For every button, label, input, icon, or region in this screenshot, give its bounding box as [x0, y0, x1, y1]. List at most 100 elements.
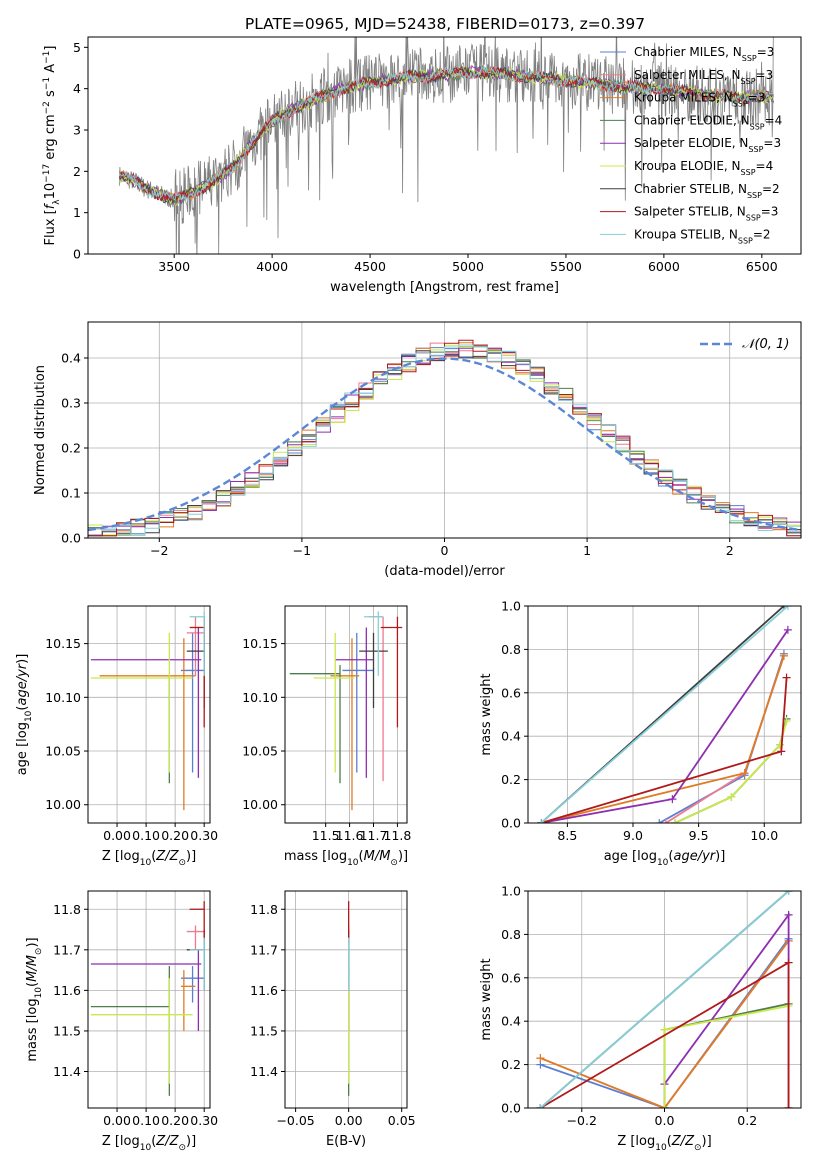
x-tick-label: −2	[150, 543, 168, 558]
x-tick-label: 2	[726, 543, 734, 558]
errorbar-salpeter-elodie	[335, 627, 374, 778]
x-tick-label: −0.2	[567, 1113, 597, 1128]
errorbar-chabrier-stelib	[359, 632, 388, 709]
x-tick-label: 8.5	[557, 828, 577, 843]
x-axis-label: wavelength [Angstrom, rest frame]	[330, 280, 559, 295]
legend-label: Kroupa MILES, NSSP=3	[634, 91, 765, 109]
x-tick-label: 0.20	[161, 1113, 189, 1128]
y-tick-label: 1	[73, 205, 81, 220]
x-axis-label: (data-model)/error	[384, 564, 505, 579]
errorbar-salpeter-stelib	[380, 616, 403, 728]
y-tick-label: 11.4	[53, 1064, 81, 1079]
x-tick-label: 0.30	[190, 828, 218, 843]
legend-label: Salpeter ELODIE, NSSP=3	[634, 136, 781, 154]
model-spectrum-salpeter-stelib	[119, 66, 775, 202]
series-line-salpeter-elodie	[663, 912, 790, 1108]
errorbar-chabrier-miles	[180, 632, 205, 773]
y-tick-label: 2	[73, 164, 81, 179]
series-line-kroupa-miles	[540, 655, 785, 823]
y-tick-label: 10.15	[242, 636, 278, 651]
y-tick-label: 10.00	[45, 797, 81, 812]
observed-spectrum	[118, 37, 774, 254]
y-tick-label: 0.8	[501, 642, 521, 657]
axes-frame	[527, 605, 802, 824]
y-tick-label: 11.7	[250, 942, 278, 957]
y-tick-label: 10.00	[242, 797, 278, 812]
y-tick-label: 10.10	[45, 690, 81, 705]
errorbar-kroupa-elodie	[90, 978, 193, 1084]
series-point	[784, 1104, 793, 1108]
errorbar-chabrier-elodie	[289, 665, 341, 784]
series-point	[784, 958, 793, 967]
errorbar-chabrier-miles	[180, 966, 205, 1003]
x-tick-label: 11.6	[336, 828, 364, 843]
x-tick-label: −0.05	[276, 1113, 314, 1128]
y-tick-label: 11.6	[250, 983, 278, 998]
y-tick-label: 11.7	[53, 942, 81, 957]
x-tick-label: 6000	[648, 259, 680, 274]
y-tick-label: 0.0	[61, 531, 81, 546]
y-tick-label: 0.3	[61, 396, 81, 411]
figure-title: PLATE=0965, MJD=52438, FIBERID=0173, z=0…	[245, 15, 645, 33]
series-line-kroupa-stelib	[539, 891, 790, 1108]
y-axis-label: age [log10(age/yr)]	[15, 654, 34, 776]
x-tick-label: 0.10	[132, 828, 160, 843]
x-axis-label: mass [log10(M/M⊙)]	[284, 849, 408, 868]
legend-label: 𝒩(0, 1)	[742, 337, 789, 352]
errorbar-chabrier-miles	[342, 632, 374, 773]
x-tick-label: 9.5	[689, 828, 709, 843]
errorbar-kroupa-stelib	[189, 937, 205, 991]
spectrum-legend: Chabrier MILES, NSSP=3 Salpeter MILES, NS…	[600, 45, 782, 245]
y-tick-label: 5	[73, 40, 81, 55]
x-tick-label: 4000	[256, 259, 288, 274]
x-tick-label: 11.5	[312, 828, 340, 843]
spectrum-panel: 3500 4000 4500 5000 5500 6000 6500 0 1 2 3 4 5 wavele…	[42, 36, 802, 295]
series-point	[740, 769, 749, 778]
series-point	[727, 792, 736, 801]
series-point	[660, 1025, 669, 1034]
errorbar-kroupa-miles	[99, 638, 196, 811]
y-tick-label: 10.05	[45, 744, 81, 759]
errorbar-salpeter-elodie	[90, 627, 202, 778]
model-spectrum-salpeter-elodie	[118, 64, 775, 206]
y-axis-label: Normed distribution	[33, 365, 48, 495]
y-tick-label: 1.0	[501, 884, 521, 899]
errorbar-plot-area	[90, 901, 205, 1096]
y-tick-label: 11.6	[53, 983, 81, 998]
axes-frame	[284, 890, 408, 1109]
x-tick-label: −1	[293, 543, 311, 558]
y-tick-label: 1.0	[501, 599, 521, 614]
histogram-kroupa-stelib	[88, 344, 801, 536]
mass-vs-ebv-panel: −0.05 0.00 0.05 11.4 11.5 11.6 11.7 11.8 E(B-V)	[250, 890, 416, 1149]
x-tick-label: 0.20	[161, 828, 189, 843]
y-tick-label: 0.0	[501, 1101, 521, 1116]
legend-label: Chabrier MILES, NSSP=3	[634, 45, 774, 63]
errorbar-salpeter-elodie	[90, 949, 202, 1031]
x-axis-label: E(B-V)	[326, 1134, 366, 1149]
series-line-kroupa-stelib	[540, 606, 789, 823]
x-tick-label: 9.0	[623, 828, 643, 843]
errorbar-salpeter-miles	[368, 616, 384, 782]
normal-curve	[88, 357, 801, 532]
residuals-panel: −2 −1 0 1 2 0.0 0.1 0.2 0.3 0.4 (data-model)/error…	[33, 321, 802, 579]
legend-label: Kroupa ELODIE, NSSP=4	[634, 159, 773, 177]
series-point	[777, 747, 786, 756]
errorbar-kroupa-elodie	[90, 632, 193, 773]
x-tick-label: 4500	[354, 259, 386, 274]
y-tick-label: 11.4	[250, 1064, 278, 1079]
series-point	[536, 1054, 545, 1063]
series-point	[782, 673, 791, 682]
legend-label: Chabrier ELODIE, NSSP=4	[634, 113, 782, 130]
chart-layer: 3500 4000 4500 5000 5500 6000 6500 0 1 2 3 4 5 wavele…	[15, 36, 802, 1153]
series-point	[661, 819, 670, 823]
y-tick-label: 3	[73, 123, 81, 138]
y-axis-label: mass weight	[479, 958, 494, 1040]
line-plot-area	[537, 606, 792, 823]
series-point	[783, 625, 792, 634]
series-point	[536, 1104, 545, 1108]
y-tick-label: 0.6	[501, 970, 521, 985]
errorbar-kroupa-elodie	[313, 632, 355, 773]
x-tick-label: 0.00	[103, 828, 131, 843]
y-tick-label: 11.5	[53, 1023, 81, 1038]
